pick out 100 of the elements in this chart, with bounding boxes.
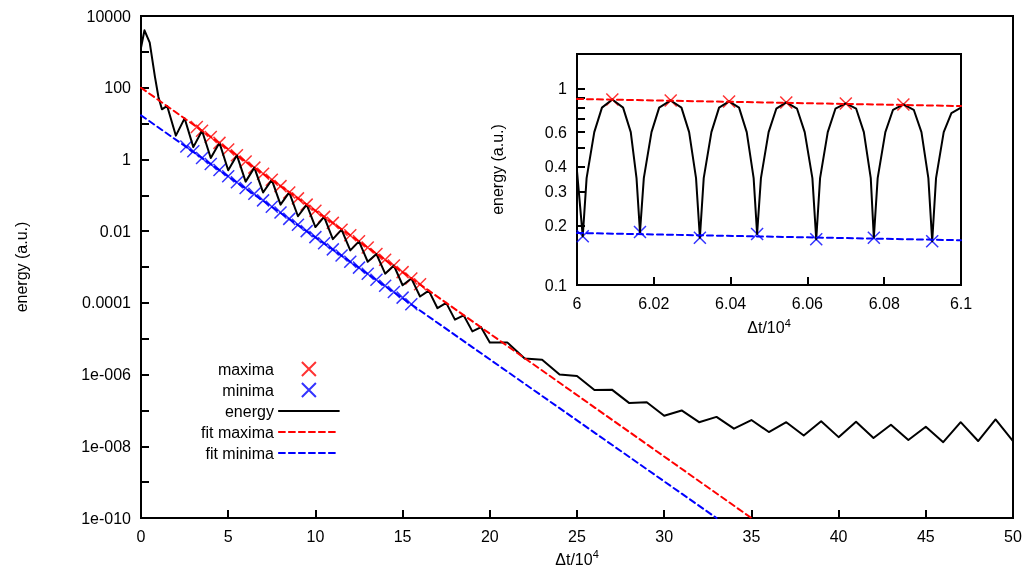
point — [221, 169, 235, 183]
point — [343, 255, 358, 269]
point — [360, 266, 375, 281]
x-tick-label: 35 — [742, 527, 761, 545]
point — [395, 290, 410, 305]
x-tick-label: 6.04 — [715, 294, 747, 312]
point — [230, 148, 244, 163]
point — [308, 230, 323, 244]
point — [839, 96, 853, 111]
point — [299, 197, 314, 212]
point — [896, 97, 911, 112]
point — [273, 179, 288, 193]
point — [195, 151, 209, 165]
x-tick-label: 50 — [1004, 527, 1022, 545]
point — [204, 130, 218, 144]
point — [369, 273, 384, 287]
point — [317, 236, 331, 250]
point — [212, 136, 227, 150]
point — [256, 166, 270, 181]
y-tick-label: 0.3 — [544, 182, 568, 200]
point — [663, 93, 678, 108]
y-tick-label: 10000 — [86, 7, 132, 25]
point — [230, 175, 244, 190]
point — [299, 224, 314, 238]
y-tick-label: 0.0001 — [82, 294, 132, 312]
point — [238, 181, 253, 195]
point — [247, 187, 262, 201]
x-tick-label: 10 — [306, 527, 325, 545]
x-tick-label: 5 — [223, 527, 233, 545]
point — [204, 157, 218, 171]
point — [326, 216, 340, 230]
legend-label: minima — [222, 381, 274, 399]
x-tick-label: 0 — [136, 527, 146, 545]
y-tick-label: 0.4 — [544, 158, 568, 176]
point — [343, 228, 358, 242]
point — [212, 163, 227, 177]
point — [633, 225, 647, 239]
y-tick-label: 100 — [104, 79, 132, 97]
y-axis-title: energy (a.u.) — [488, 124, 506, 215]
point — [413, 277, 427, 292]
point — [722, 94, 736, 109]
y-tick-label: 1e-006 — [81, 366, 132, 384]
x-tick-label: 45 — [916, 527, 935, 545]
x-tick-label: 6.06 — [791, 294, 824, 312]
point — [195, 124, 209, 138]
x-tick-label: 6.02 — [638, 294, 670, 312]
point — [282, 212, 296, 226]
point — [334, 248, 349, 263]
y-tick-label: 0.1 — [544, 276, 568, 294]
x-tick-label: 20 — [480, 527, 499, 545]
point — [352, 260, 366, 275]
y-tick-label: 0.01 — [99, 222, 132, 240]
point — [308, 204, 323, 218]
point — [238, 154, 253, 169]
y-tick-label: 1e-008 — [81, 437, 132, 455]
point — [326, 242, 340, 257]
point — [291, 191, 305, 206]
point — [256, 193, 270, 208]
y-axis-title: energy (a.u.) — [12, 221, 30, 313]
point — [190, 120, 204, 134]
point — [867, 231, 881, 245]
y-tick-label: 1 — [558, 80, 568, 98]
point — [750, 227, 764, 241]
x-tick-label: 6 — [572, 294, 582, 312]
point — [291, 218, 305, 232]
point — [265, 199, 279, 214]
point — [779, 95, 794, 110]
point — [265, 173, 279, 187]
legend-label: fit minima — [205, 444, 274, 462]
point — [576, 229, 590, 244]
x-tick-label: 6.1 — [949, 294, 973, 312]
point — [395, 265, 410, 279]
point — [273, 205, 288, 220]
x-tick-label: 40 — [829, 527, 848, 545]
point — [809, 232, 823, 246]
legend-label: fit maxima — [200, 423, 274, 441]
point — [282, 185, 296, 200]
point — [925, 234, 939, 249]
point — [179, 139, 194, 154]
x-tick-label: 6.08 — [868, 294, 900, 312]
point — [404, 297, 419, 312]
x-tick-label: 15 — [393, 527, 412, 545]
point — [605, 92, 620, 107]
y-tick-label: 1 — [122, 150, 132, 168]
point — [221, 142, 235, 157]
point — [317, 210, 331, 224]
x-tick-label: 25 — [568, 527, 586, 545]
y-tick-label: 0.2 — [544, 217, 568, 235]
legend-label: maxima — [217, 360, 274, 378]
point — [247, 160, 262, 175]
point — [186, 144, 201, 158]
x-tick-label: 30 — [655, 527, 674, 545]
y-tick-label: 0.6 — [544, 123, 568, 141]
point — [378, 252, 392, 267]
point — [404, 271, 419, 286]
point — [693, 231, 707, 245]
point — [387, 285, 401, 299]
point — [378, 279, 392, 293]
y-tick-label: 1e-010 — [81, 509, 132, 527]
point — [360, 240, 375, 255]
